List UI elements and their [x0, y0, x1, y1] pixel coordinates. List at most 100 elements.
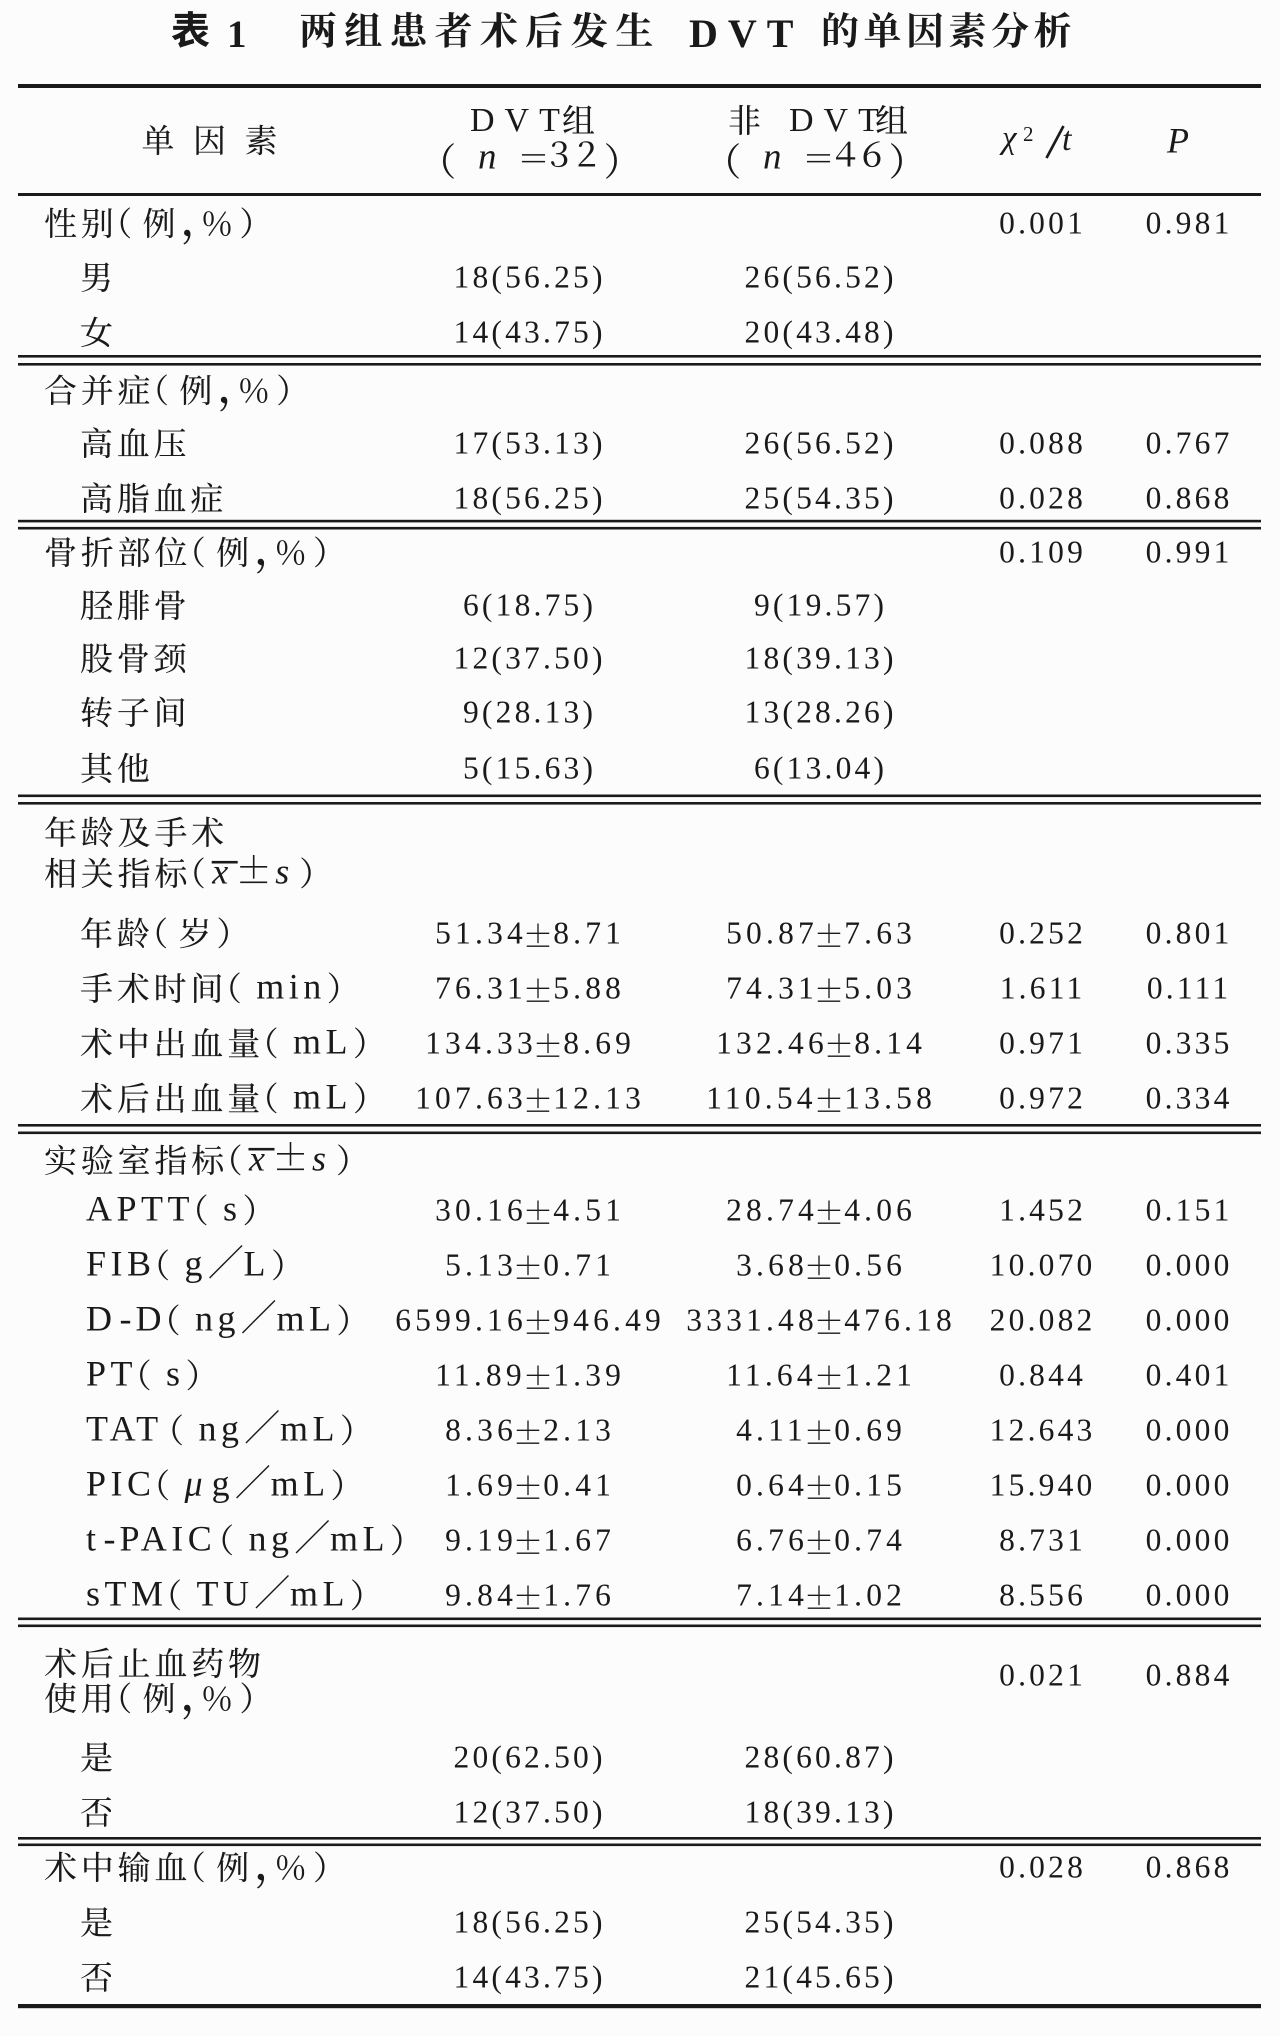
svg-text:0.69: 0.69: [834, 1413, 906, 1448]
svg-text:mL: mL: [271, 1463, 330, 1503]
svg-text:P: P: [1166, 121, 1189, 161]
svg-text:0.001: 0.001: [999, 206, 1086, 241]
svg-text:0.111: 0.111: [1147, 971, 1232, 1006]
svg-text:8.731: 8.731: [999, 1523, 1086, 1558]
svg-text:0.000: 0.000: [1146, 1468, 1233, 1503]
svg-text:10.070: 10.070: [990, 1248, 1096, 1283]
svg-text:0.021: 0.021: [999, 1658, 1086, 1693]
svg-text:8.69: 8.69: [563, 1026, 635, 1061]
svg-text:25(54.35): 25(54.35): [745, 481, 897, 516]
svg-text:0.000: 0.000: [1146, 1303, 1233, 1338]
svg-text:mL: mL: [290, 1573, 349, 1613]
svg-text:0.868: 0.868: [1146, 1850, 1233, 1885]
svg-text:7.14: 7.14: [736, 1578, 808, 1613]
svg-text:2.13: 2.13: [543, 1413, 615, 1448]
svg-text:5.88: 5.88: [553, 971, 625, 1006]
svg-text:6599.16: 6599.16: [395, 1303, 527, 1338]
svg-text:n: n: [763, 137, 782, 178]
svg-text:0.64: 0.64: [736, 1468, 808, 1503]
svg-text:1.452: 1.452: [999, 1193, 1086, 1228]
svg-text:0.028: 0.028: [999, 1850, 1086, 1885]
svg-text:PAIC: PAIC: [120, 1518, 217, 1558]
svg-text:μ: μ: [184, 1463, 203, 1503]
svg-text:0.252: 0.252: [999, 916, 1086, 951]
svg-text:20.082: 20.082: [990, 1303, 1096, 1338]
svg-text:s: s: [166, 1353, 185, 1393]
svg-text:28(60.87): 28(60.87): [745, 1740, 897, 1775]
svg-text:14(43.75): 14(43.75): [454, 1960, 606, 1995]
svg-text:110.54: 110.54: [706, 1081, 817, 1116]
svg-text:0.41: 0.41: [543, 1468, 615, 1503]
svg-text:1.611: 1.611: [1000, 971, 1086, 1006]
svg-text:8.36: 8.36: [445, 1413, 517, 1448]
svg-text:6.76: 6.76: [736, 1523, 808, 1558]
svg-text:18(56.25): 18(56.25): [454, 1905, 606, 1940]
svg-text:8.556: 8.556: [999, 1578, 1086, 1613]
svg-text:0.868: 0.868: [1146, 481, 1233, 516]
svg-text:8.14: 8.14: [854, 1026, 926, 1061]
svg-text:476.18: 476.18: [844, 1303, 956, 1338]
svg-text:946.49: 946.49: [553, 1303, 665, 1338]
svg-text:1.69: 1.69: [445, 1468, 517, 1503]
svg-text:7.63: 7.63: [844, 916, 916, 951]
svg-text:DVT: DVT: [789, 102, 889, 139]
svg-text:0.401: 0.401: [1146, 1358, 1233, 1393]
svg-text:0.56: 0.56: [834, 1248, 906, 1283]
svg-text:1.67: 1.67: [543, 1523, 615, 1558]
svg-text:0.844: 0.844: [999, 1358, 1086, 1393]
svg-text:0.991: 0.991: [1146, 535, 1233, 570]
svg-text:51.34: 51.34: [435, 916, 527, 951]
svg-text:DVT: DVT: [689, 11, 803, 56]
svg-text:13.58: 13.58: [844, 1081, 936, 1116]
svg-text:12(37.50): 12(37.50): [454, 641, 606, 676]
svg-text:0.000: 0.000: [1146, 1413, 1233, 1448]
svg-text:0.15: 0.15: [834, 1468, 906, 1503]
svg-text:18(39.13): 18(39.13): [745, 1795, 897, 1830]
svg-text:0.971: 0.971: [999, 1026, 1086, 1061]
svg-text:mL: mL: [277, 1298, 336, 1338]
svg-text:ng: ng: [195, 1298, 240, 1338]
svg-text:0.767: 0.767: [1146, 426, 1233, 461]
svg-text:0.000: 0.000: [1146, 1578, 1233, 1613]
svg-text:ng: ng: [199, 1408, 244, 1448]
svg-text:50.87: 50.87: [726, 916, 818, 951]
svg-text:12.13: 12.13: [553, 1081, 645, 1116]
svg-text:30.16: 30.16: [435, 1193, 527, 1228]
svg-text:2: 2: [1023, 122, 1034, 146]
svg-text:D: D: [86, 1298, 117, 1338]
svg-text:FIB: FIB: [86, 1243, 156, 1283]
svg-text:9(19.57): 9(19.57): [754, 588, 887, 623]
svg-text:mL: mL: [293, 1076, 352, 1116]
svg-text:s: s: [275, 851, 289, 891]
svg-text:g: g: [212, 1463, 235, 1503]
svg-text:9.84: 9.84: [445, 1578, 517, 1613]
svg-text:11.89: 11.89: [435, 1358, 526, 1393]
svg-text:χ: χ: [999, 120, 1018, 156]
svg-text:0.088: 0.088: [999, 426, 1086, 461]
svg-text:s: s: [223, 1188, 242, 1228]
svg-text:28.74: 28.74: [726, 1193, 818, 1228]
svg-text:n: n: [478, 137, 497, 178]
svg-text:20(62.50): 20(62.50): [454, 1740, 606, 1775]
svg-text:18(39.13): 18(39.13): [745, 641, 897, 676]
svg-text:5.13: 5.13: [445, 1248, 517, 1283]
svg-text:3.68: 3.68: [736, 1248, 808, 1283]
svg-text:4.51: 4.51: [553, 1193, 625, 1228]
svg-text:1.02: 1.02: [834, 1578, 906, 1613]
svg-text:sTM: sTM: [86, 1573, 168, 1613]
svg-text:1.39: 1.39: [553, 1358, 625, 1393]
svg-text:5(15.63): 5(15.63): [463, 751, 596, 786]
svg-text:11.64: 11.64: [726, 1358, 817, 1393]
svg-text:1.76: 1.76: [543, 1578, 615, 1613]
svg-text:-: -: [104, 1518, 116, 1558]
svg-text:DVT: DVT: [470, 102, 570, 139]
svg-text:20(43.48): 20(43.48): [745, 315, 897, 350]
svg-text:3331.48: 3331.48: [686, 1303, 818, 1338]
svg-text:15.940: 15.940: [990, 1468, 1096, 1503]
svg-text:76.31: 76.31: [435, 971, 527, 1006]
svg-text:13(28.26): 13(28.26): [745, 695, 897, 730]
svg-text:21(45.65): 21(45.65): [745, 1960, 897, 1995]
svg-text:s: s: [312, 1138, 326, 1178]
svg-text:0.335: 0.335: [1146, 1026, 1233, 1061]
svg-text:9.19: 9.19: [445, 1523, 517, 1558]
